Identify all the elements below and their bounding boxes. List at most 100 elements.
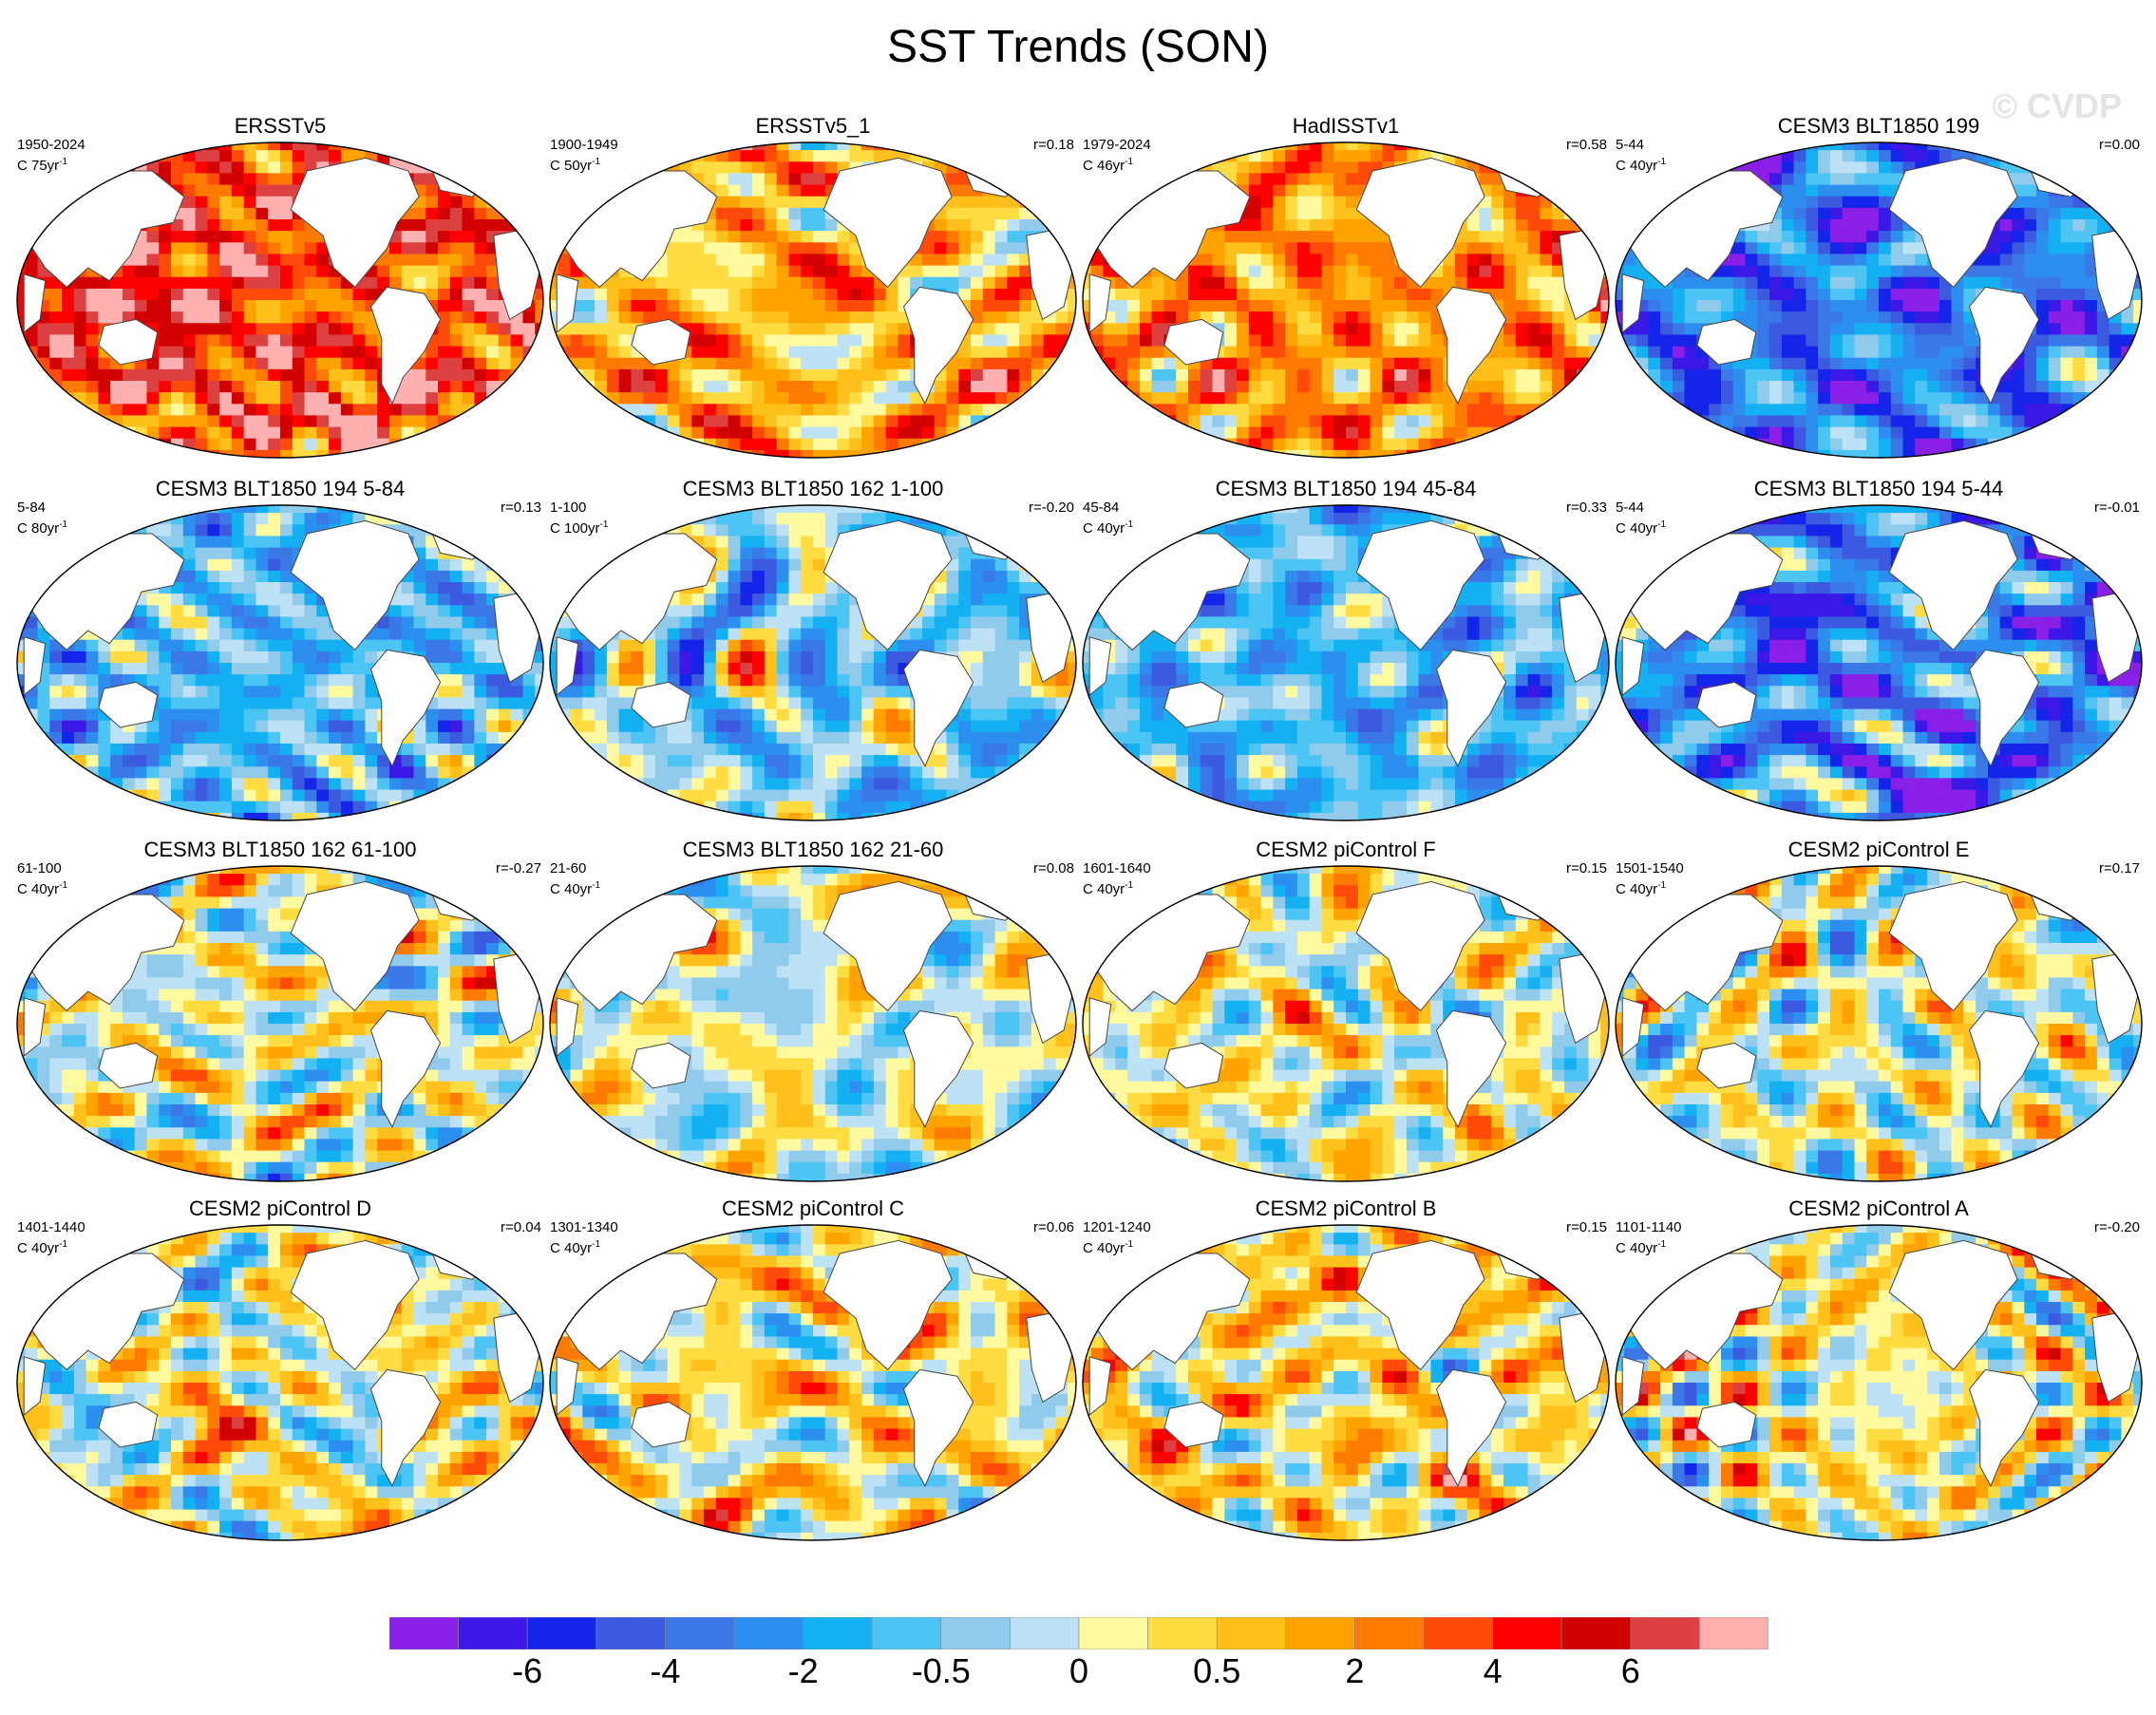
panel-units-exponent: -1 [592,880,600,891]
map-panel: ERSSTv5 1950-2024 C 75yr-1 [13,114,547,465]
land-mass [1435,1368,1507,1487]
panel-units-text: C 75yr [17,158,59,174]
panel-years: 21-60 [550,860,586,877]
map-panel: CESM3 BLT1850 162 61-100 61-100 C 40yr-1 r=… [13,838,547,1189]
land-mass [1968,286,2040,405]
colorbar-swatch [1354,1617,1425,1649]
land-mass [1088,1356,1112,1417]
map-outline [16,1224,544,1541]
panel-units-text: C 80yr [17,520,59,537]
panel-units-text: C 40yr [1083,881,1125,897]
panel-correlation: r=-0.20 [2094,1219,2140,1236]
land-mass [823,157,953,289]
land-mass [290,519,420,651]
map-outline [1082,865,1610,1182]
panel-units-exponent: -1 [600,519,609,530]
panel-years: 5-84 [17,499,46,517]
watermark: © CVDP [1992,87,2122,125]
land-mass [1163,318,1224,366]
robinson-map [549,1224,1077,1541]
land-mass [98,318,159,366]
panel-correlation: r=0.04 [501,1219,541,1236]
panel-units: C 40yr-1 [1616,517,1666,537]
panel-title: CESM2 piControl F [1079,838,1613,862]
land-mass [1696,1401,1757,1448]
panel-units: C 40yr-1 [1083,1236,1133,1257]
colorbar-swatch [458,1617,528,1649]
colorbar-swatch [1630,1617,1700,1649]
land-mass [902,1368,974,1487]
map-panel: CESM2 piControl C 1301-1340 C 40yr-1 r=0.06 [546,1197,1080,1548]
panel-title: ERSSTv5_1 [546,114,1080,139]
panel-units-text: C 40yr [17,881,59,897]
map-outline [1615,1224,2143,1541]
land-mass [1888,1239,2018,1371]
land-mass [1621,636,1645,697]
map-outline [1082,141,1610,459]
panel-correlation: r=0.06 [1033,1219,1074,1236]
panel-correlation: r=-0.01 [2094,499,2140,517]
map-outline [16,504,544,821]
robinson-map [1615,141,2143,459]
colorbar-labels: -6 -4 -2 -0.5 0 0.5 2 4 6 [389,1650,1768,1698]
panel-units-exponent: -1 [1657,1239,1666,1250]
land-mass [823,1239,953,1371]
panel-units-exponent: -1 [59,519,67,530]
panel-units-exponent: -1 [1657,880,1666,891]
panel-years: 1979-2024 [1083,137,1151,154]
land-mass [1696,1042,1757,1089]
panel-units-text: C 40yr [1616,1240,1657,1256]
panel-units-text: C 40yr [1616,881,1657,897]
colorbar-swatch [1423,1617,1493,1649]
map-panel: CESM2 piControl D 1401-1440 C 40yr-1 r=0.04 [13,1197,547,1548]
robinson-map [16,1224,544,1541]
panel-correlation: r=0.15 [1566,1219,1607,1236]
panel-units: C 40yr-1 [1616,1236,1666,1257]
panel-years: 1950-2024 [17,137,85,154]
colorbar-swatch [803,1617,873,1649]
land-mass [1968,649,2040,767]
robinson-map [1615,504,2143,821]
land-mass [556,997,579,1058]
panel-units-exponent: -1 [592,1239,600,1250]
panel-units-exponent: -1 [1125,157,1133,167]
panel-units: C 75yr-1 [17,154,67,175]
map-outline [1615,865,2143,1182]
land-mass [369,1368,442,1487]
figure-title: SST Trends (SON) [0,21,2156,74]
colorbar-swatch [940,1617,1011,1649]
robinson-map [1082,141,1610,459]
panel-correlation: r=0.13 [501,499,541,517]
colorbar-tick-label: 0.5 [1193,1650,1240,1692]
map-panel: CESM3 BLT1850 194 5-84 5-84 C 80yr-1 r=0.13 [13,477,547,828]
panel-units-exponent: -1 [59,880,67,891]
robinson-map [16,865,544,1182]
colorbar-tick-label: -2 [788,1650,819,1692]
land-mass [1968,1368,2040,1487]
panel-correlation: r=0.15 [1566,860,1607,877]
land-mass [556,1356,579,1417]
panel-years: 45-84 [1083,499,1119,517]
map-panel: CESM2 piControl B 1201-1240 C 40yr-1 r=0.15 [1079,1197,1613,1548]
land-mass [556,636,579,697]
panel-years: 1501-1540 [1616,860,1684,877]
panel-units-text: C 40yr [1083,1240,1125,1256]
map-panel: CESM3 BLT1850 162 1-100 1-100 C 100yr-1 r=-… [546,477,1080,828]
land-mass [23,1356,47,1417]
land-mass [1355,880,1485,1012]
colorbar-swatch [389,1617,459,1649]
colorbar-swatch [1699,1617,1768,1649]
panel-units-text: C 46yr [1083,158,1125,174]
panel-units-text: C 40yr [1616,520,1657,537]
panel-units: C 40yr-1 [1083,517,1133,537]
panel-units: C 50yr-1 [550,154,600,175]
land-mass [1163,681,1224,728]
map-panel: ERSSTv5_1 1900-1949 C 50yr-1 r=0.18 [546,114,1080,465]
colorbar-swatch [1078,1617,1148,1649]
land-mass [1163,1042,1224,1089]
map-panel: CESM3 BLT1850 199 5-44 C 40yr-1 r=0.00 [1612,114,2146,465]
land-mass [1088,636,1112,697]
colorbar-swatch [1010,1617,1080,1649]
land-mass [823,519,953,651]
panel-units-text: C 50yr [550,158,592,174]
